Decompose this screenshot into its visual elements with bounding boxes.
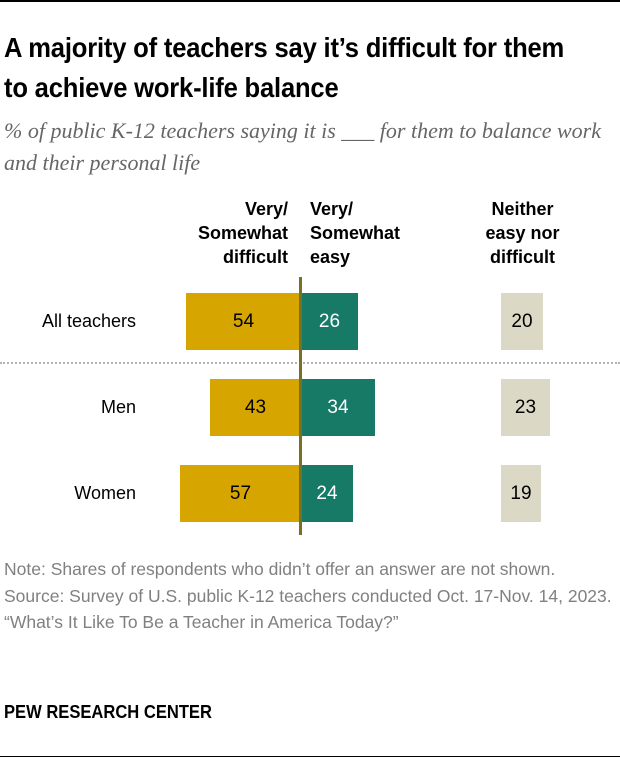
column-header-neither: Neither easy nor difficult	[485, 199, 560, 267]
column-header-difficult: Very/ Somewhat difficult	[197, 199, 288, 267]
bar-easy-men: 34	[301, 379, 375, 436]
row-label-all-teachers: All teachers	[41, 311, 136, 331]
bar-neither-all-teachers: 20	[501, 293, 543, 350]
brand-logo-text: PEW RESEARCH CENTER	[4, 702, 212, 722]
report-title: “What’s It Like To Be a Teacher in Ameri…	[4, 612, 399, 632]
top-rule	[0, 0, 620, 2]
row-label-women: Women	[74, 483, 136, 503]
bar-easy-women: 24	[301, 465, 353, 522]
chart-subtitle: % of public K-12 teachers saying it is _…	[4, 118, 601, 175]
bar-difficult-men: 43	[210, 379, 301, 436]
bottom-rule	[0, 756, 620, 757]
source-text: Source: Survey of U.S. public K-12 teach…	[4, 585, 612, 606]
bar-neither-women: 19	[501, 465, 541, 522]
note-text: Note: Shares of respondents who didn’t o…	[4, 559, 556, 579]
dotted-divider	[0, 362, 620, 364]
footnotes: Note: Shares of respondents who didn’t o…	[4, 556, 616, 636]
bar-neither-men: 23	[501, 379, 550, 436]
center-axis-line	[299, 277, 302, 535]
column-header-easy: Very/ Somewhat easy	[310, 199, 401, 267]
bar-easy-all-teachers: 26	[301, 293, 358, 350]
bar-difficult-women: 57	[180, 465, 301, 522]
row-label-men: Men	[100, 397, 136, 417]
bar-difficult-all-teachers: 54	[186, 293, 301, 350]
chart-title: A majority of teachers say it’s difficul…	[4, 32, 565, 103]
